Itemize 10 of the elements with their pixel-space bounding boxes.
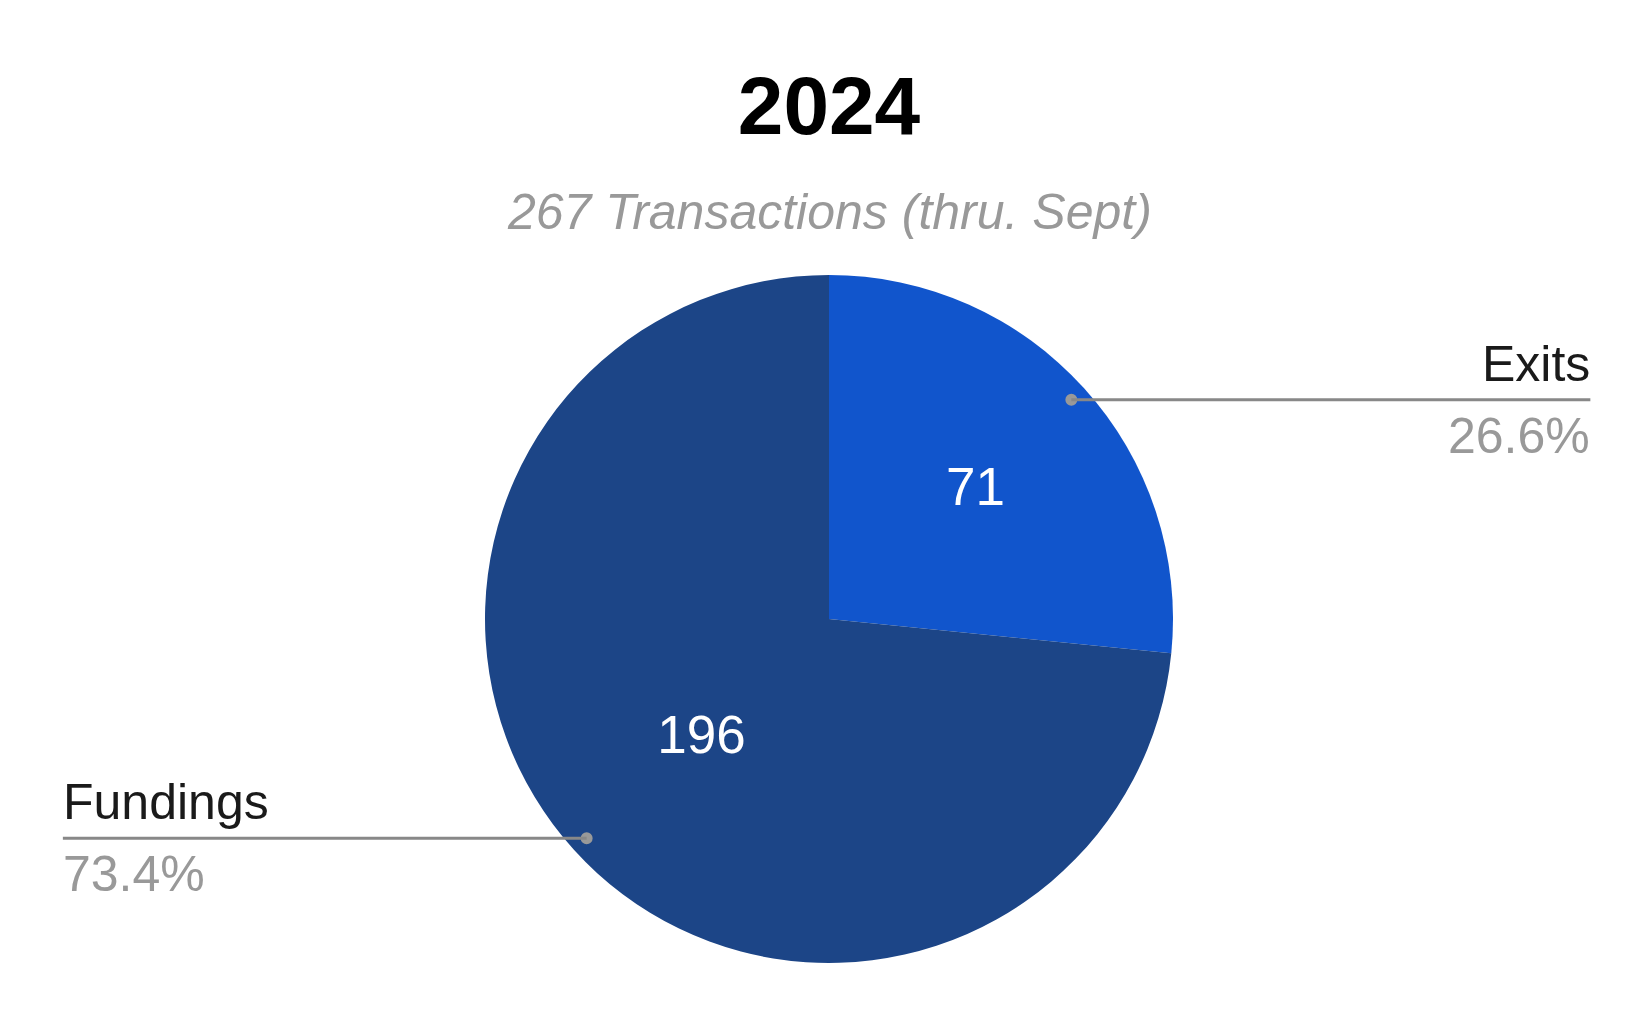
pie-slice [829, 275, 1173, 654]
data-label: 196 [657, 704, 746, 764]
text: 26.6% [1448, 408, 1590, 464]
text: 73.4% [63, 846, 205, 902]
chart-subtitle: 267 Transactions (thru. Sept) [507, 184, 1152, 240]
chart-title: 2024 [737, 59, 921, 151]
pie-slice [485, 275, 1172, 963]
slice-label: Exits [1482, 336, 1591, 392]
slice-label: Fundings [63, 774, 269, 830]
data-label: 71 [946, 456, 1005, 516]
